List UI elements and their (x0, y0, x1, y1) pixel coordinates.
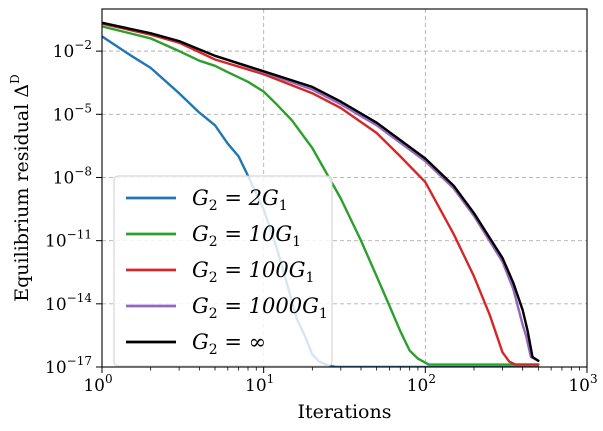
y-tick-label: 10−5 (53, 101, 92, 125)
legend-box (113, 175, 333, 367)
y-tick-label: 10−14 (45, 291, 92, 315)
legend-entry: G2 = 2G1 (192, 186, 288, 214)
x-axis-label: Iterations (298, 401, 392, 423)
legend: G2 = 2G1 G2 = 10G1 G2 = 100G1 G2 = 1000G1 G2… (113, 175, 333, 367)
legend-entry: G2 = 10G1 (192, 222, 301, 250)
y-tick-label: 10−8 (53, 164, 92, 188)
series-line-2 (102, 22, 540, 366)
x-tick-label: 103 (568, 372, 597, 396)
axis-ticks: 100 101 102 103 10−17 10−14 10−11 10−8 10−5 10−2 (45, 38, 598, 396)
legend-entry: G2 = ∞ (192, 330, 266, 358)
legend-entry: G2 = 100G1 (192, 258, 314, 286)
series-line-4 (102, 21, 540, 362)
x-tick-label: 101 (245, 372, 274, 396)
y-tick-label: 10−2 (53, 38, 92, 62)
y-axis-label: Equilibrium residual ΔD (8, 74, 33, 301)
y-tick-label: 10−17 (45, 354, 92, 378)
plot-frame (101, 8, 588, 368)
series-line-1 (102, 25, 540, 366)
x-tick-label: 102 (407, 372, 436, 396)
legend-entry: G2 = 1000G1 (192, 294, 328, 322)
y-tick-label: 10−11 (45, 228, 92, 252)
x-tick-label: 100 (83, 372, 112, 396)
